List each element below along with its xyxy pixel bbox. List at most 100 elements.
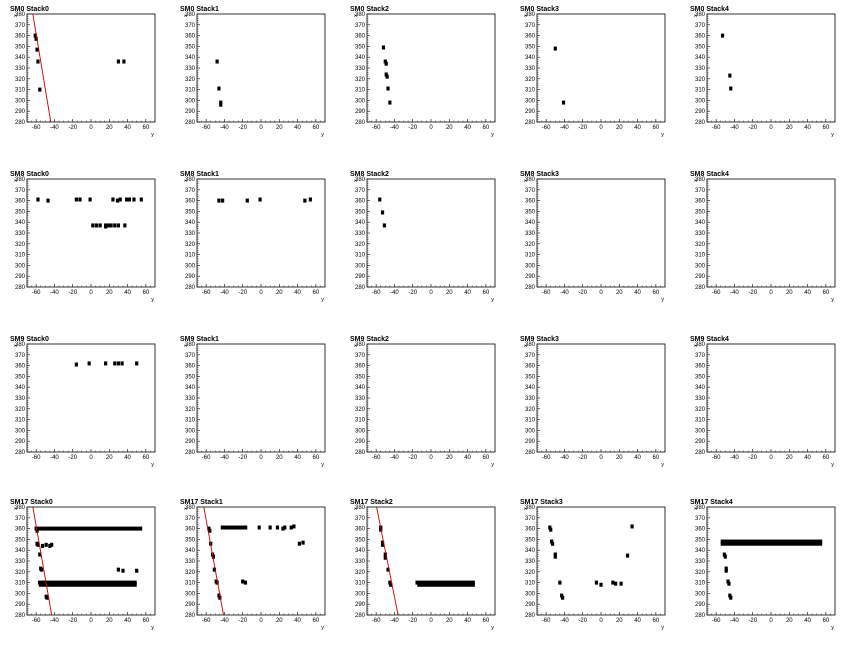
data-layer (215, 59, 223, 107)
x-tick-label: 60 (313, 618, 320, 624)
hit-band (720, 541, 823, 546)
data-point (268, 525, 272, 530)
data-point (550, 539, 554, 544)
x-tick-label: 60 (823, 290, 830, 296)
y-tick-label: 350 (185, 537, 196, 543)
panel-title: SM9 Stack3 (520, 336, 559, 343)
data-point (217, 86, 221, 91)
plot-panel: SM8 Stack2 280 290 300 310 320 330 340 350 360 370… (340, 165, 510, 329)
y-axis-label: x (13, 14, 19, 17)
y-axis-label: x (693, 344, 699, 347)
y-tick-label: 380 (525, 342, 536, 348)
x-tick-label: 60 (143, 455, 150, 461)
data-layer (378, 197, 386, 228)
x-tick-label: 20 (446, 618, 453, 624)
data-point (113, 361, 117, 366)
y-tick-label: 340 (185, 548, 196, 554)
x-tick-label: 20 (106, 125, 113, 131)
x-tick-label: 60 (823, 618, 830, 624)
y-tick-label: 320 (525, 77, 536, 83)
x-tick-label: 0 (259, 125, 263, 131)
plot-frame (536, 506, 666, 616)
x-tick-label: 0 (599, 455, 603, 461)
data-point (553, 46, 557, 51)
x-tick-label: 60 (483, 125, 490, 131)
y-tick-label: 300 (185, 591, 196, 597)
y-axis-label: x (693, 179, 699, 182)
y-tick-label: 350 (355, 209, 366, 215)
x-axis-label: y (321, 297, 324, 303)
y-tick-label: 380 (525, 505, 536, 511)
y-tick-label: 380 (15, 12, 26, 18)
x-tick-label: 60 (143, 290, 150, 296)
data-point (113, 223, 117, 228)
data-point (726, 579, 730, 584)
y-tick-label: 340 (525, 548, 536, 554)
y-tick-label: 280 (695, 450, 706, 456)
x-tick-label: -20 (578, 618, 587, 624)
y-tick-label: 310 (695, 581, 706, 587)
x-axis-label: y (491, 625, 494, 631)
data-point (301, 540, 305, 545)
data-point (729, 595, 733, 600)
data-point (219, 102, 223, 107)
plot-frame (536, 13, 666, 123)
y-tick-label: 320 (185, 242, 196, 248)
data-point (116, 223, 121, 228)
x-tick-label: 20 (616, 455, 623, 461)
y-tick-label: 370 (525, 516, 536, 522)
y-tick-label: 360 (355, 527, 366, 533)
y-tick-label: 370 (695, 516, 706, 522)
x-tick-label: -20 (68, 618, 77, 624)
data-point (724, 566, 728, 571)
plot-frame (196, 13, 326, 123)
y-tick-label: 370 (15, 23, 26, 29)
x-tick-label: -20 (238, 455, 247, 461)
plot-panel: SM8 Stack1 280 290 300 310 320 330 340 350 360 370… (170, 165, 340, 329)
y-tick-label: 380 (185, 12, 196, 18)
data-point (549, 527, 553, 532)
data-point (94, 223, 99, 228)
y-tick-label: 340 (15, 55, 26, 61)
data-point (122, 59, 126, 64)
y-tick-label: 300 (355, 263, 366, 269)
x-tick-label: -60 (712, 618, 721, 624)
x-tick-label: 40 (804, 290, 811, 296)
y-tick-label: 340 (695, 55, 706, 61)
x-tick-label: -40 (560, 125, 569, 131)
y-tick-label: 280 (15, 613, 26, 619)
x-tick-label: 40 (124, 125, 131, 131)
x-tick-label: 40 (804, 618, 811, 624)
y-tick-label: 380 (185, 342, 196, 348)
x-tick-label: 20 (106, 455, 113, 461)
x-tick-label: -20 (748, 618, 757, 624)
y-tick-label: 320 (355, 242, 366, 248)
y-tick-label: 330 (695, 396, 706, 402)
y-axis-label: x (183, 507, 189, 510)
x-tick-label: 20 (106, 290, 113, 296)
data-point (127, 197, 131, 202)
y-tick-label: 380 (695, 177, 706, 183)
y-tick-label: 370 (355, 353, 366, 359)
y-tick-label: 360 (695, 364, 706, 370)
fit-line (203, 507, 224, 615)
y-tick-label: 310 (15, 581, 26, 587)
x-tick-label: 40 (804, 455, 811, 461)
y-tick-label: 350 (525, 537, 536, 543)
y-tick-label: 330 (525, 66, 536, 72)
x-tick-label: -60 (202, 125, 211, 131)
x-tick-label: -20 (748, 455, 757, 461)
x-tick-label: 60 (823, 125, 830, 131)
data-point (728, 73, 732, 78)
y-tick-label: 360 (15, 199, 26, 205)
x-axis-label: y (661, 625, 664, 631)
plot-frame (366, 13, 496, 123)
panel-title: SM17 Stack2 (350, 499, 393, 506)
x-tick-label: -20 (238, 618, 247, 624)
y-tick-label: 360 (695, 527, 706, 533)
y-tick-label: 310 (15, 253, 26, 259)
x-tick-label: -40 (560, 455, 569, 461)
data-point (74, 362, 78, 367)
data-point (116, 361, 121, 366)
x-tick-label: 20 (276, 618, 283, 624)
